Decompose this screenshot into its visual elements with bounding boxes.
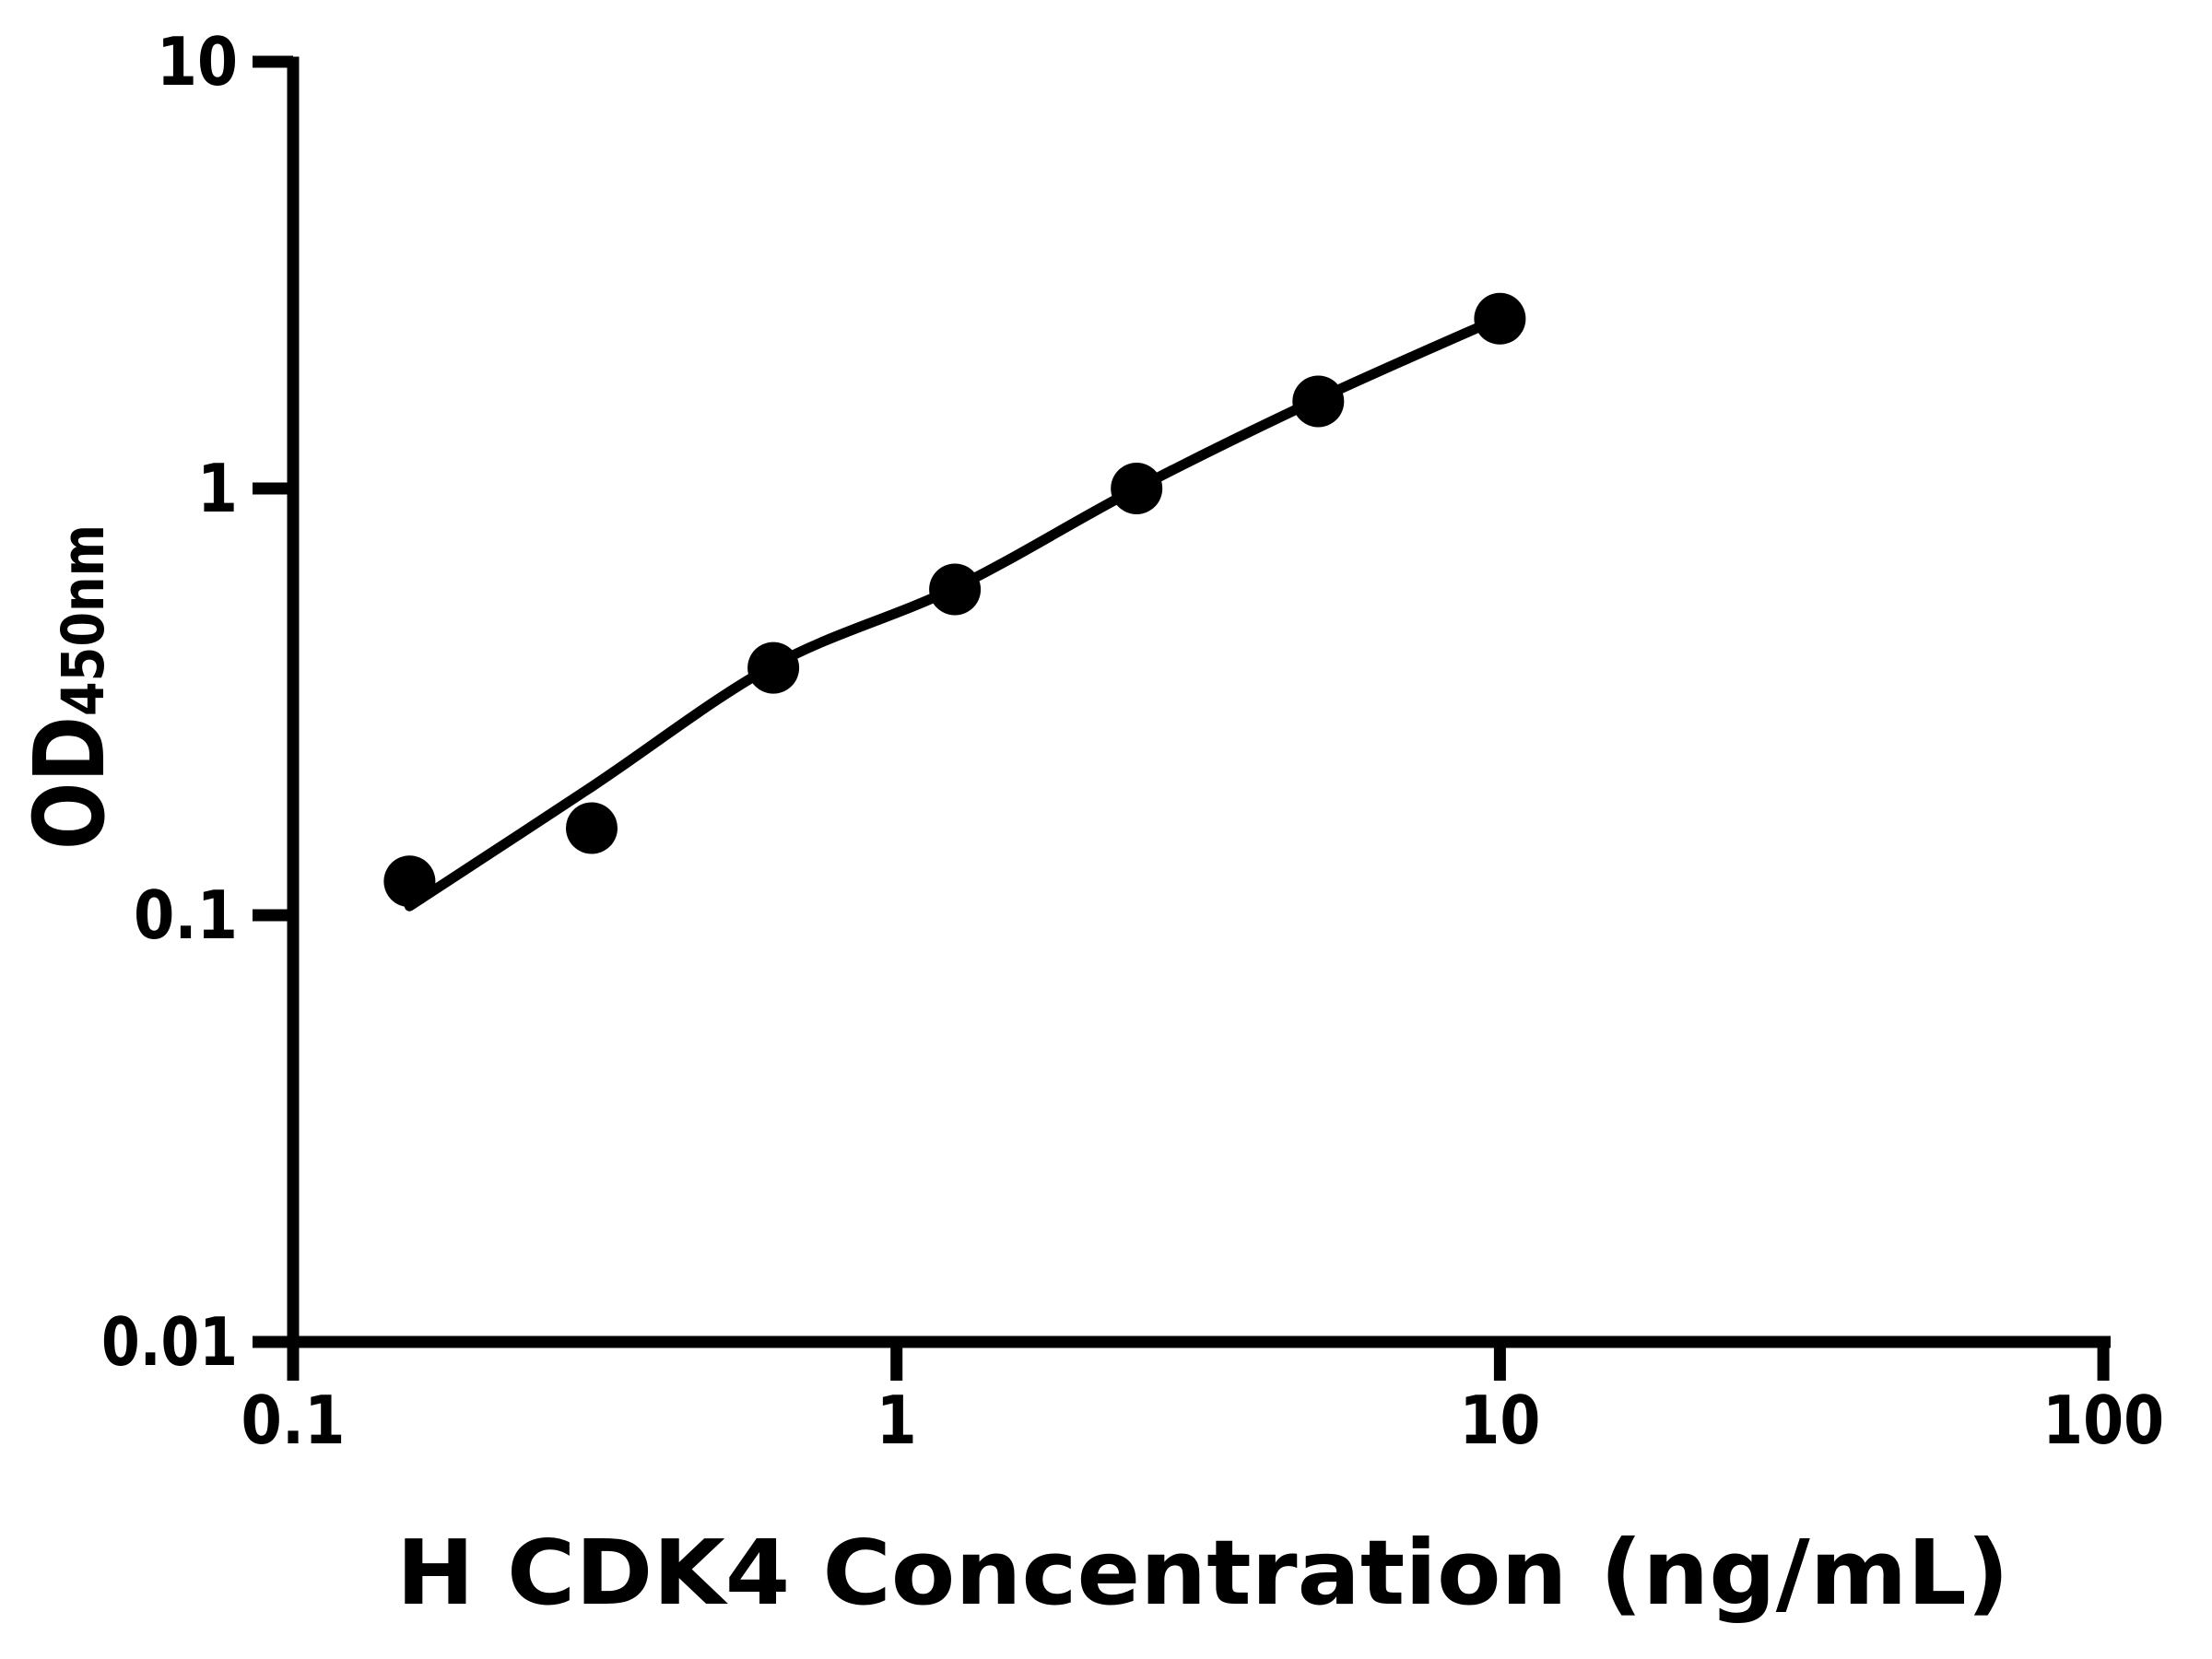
x-tick-label-100: 100 xyxy=(2042,1382,2164,1459)
x-axis-title: H CDK4 Concentration (ng/mL) xyxy=(396,1521,2009,1625)
data-point-7 xyxy=(1474,292,1526,345)
y-tick-label-0.1: 0.1 xyxy=(134,877,238,954)
x-tick-label-0.1: 0.1 xyxy=(241,1382,346,1459)
y-tick-label-0.01: 0.01 xyxy=(101,1303,238,1381)
data-point-2 xyxy=(566,802,618,854)
data-point-5 xyxy=(1111,463,1163,514)
data-point-6 xyxy=(1292,375,1345,428)
data-point-1 xyxy=(383,855,436,908)
data-point-3 xyxy=(747,641,800,694)
y-axis-title-subscript: 450nm xyxy=(50,524,117,716)
y-axis-title: OD450nm xyxy=(14,524,126,850)
y-tick-label-10: 10 xyxy=(157,23,238,100)
x-tick-label-10: 10 xyxy=(1459,1382,1540,1459)
y-axis-title-main: OD xyxy=(14,716,126,850)
y-tick-label-1: 1 xyxy=(197,450,238,527)
data-point-4 xyxy=(929,563,982,616)
x-tick-label-1: 1 xyxy=(877,1382,917,1459)
